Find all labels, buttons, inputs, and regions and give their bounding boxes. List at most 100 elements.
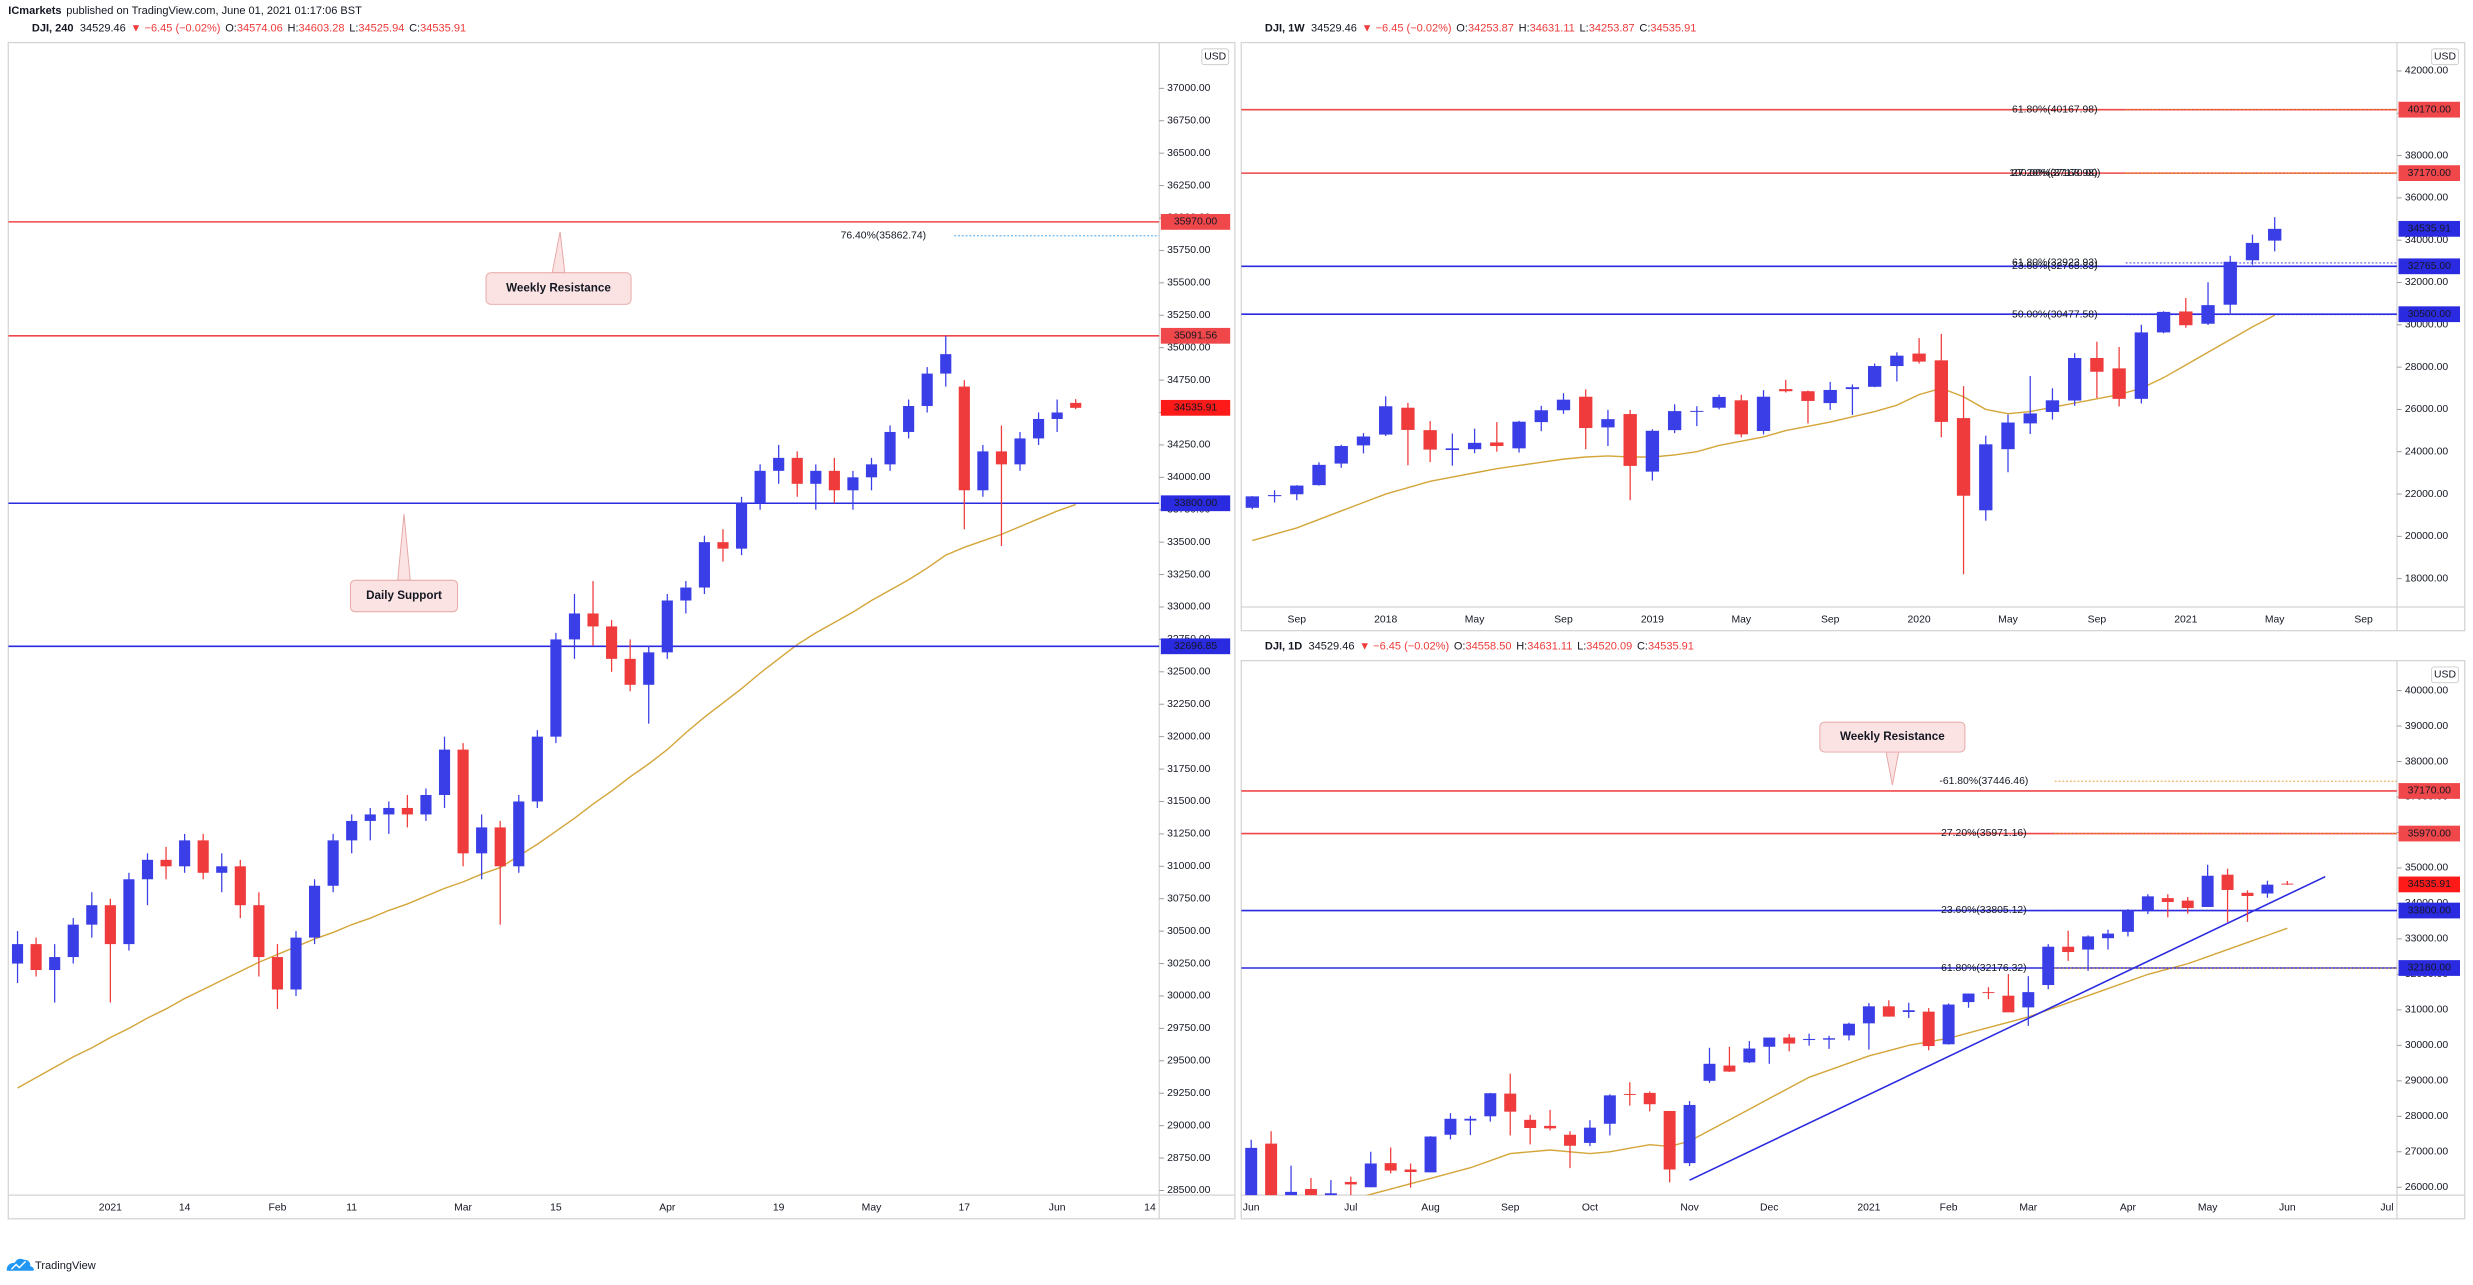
level-label-box: [2398, 165, 2461, 182]
candle-body: [1544, 1125, 1557, 1129]
candle-body: [921, 373, 933, 407]
y-tick-label: 29750.00: [1167, 1023, 1211, 1034]
candle-body: [587, 613, 599, 627]
candle-body: [735, 503, 748, 549]
level-label-box: [1160, 638, 1231, 655]
candle-body: [1424, 1136, 1437, 1173]
y-tick-label: 39000.00: [2405, 721, 2449, 732]
callout-text: Daily Support: [366, 589, 442, 602]
candle-body: [1823, 1038, 1836, 1040]
fib-label: -61.80%(37446.46): [1939, 776, 2028, 787]
candle-body: [1712, 396, 1726, 408]
level-label-text: 30500.00: [2408, 309, 2452, 320]
candle-body: [1663, 1110, 1676, 1170]
candle-body: [104, 905, 116, 945]
y-tick-label: 26000.00: [2405, 404, 2449, 415]
candle-body: [1862, 1006, 1875, 1024]
candle-body: [2001, 422, 2015, 450]
candle-body: [1783, 1037, 1796, 1044]
y-tick-label: 31000.00: [2405, 1005, 2449, 1016]
candle-body: [494, 827, 506, 867]
x-tick-label: 2021: [99, 1202, 122, 1213]
chart-header: DJI, 1D 34529.46 ▼ −6.45 (−0.02%) O:34558.5…: [1265, 640, 1694, 652]
candle-body: [643, 652, 655, 685]
y-tick-label: 30500.00: [1167, 926, 1211, 937]
candle-body: [2112, 368, 2126, 399]
x-tick-label: May: [1731, 614, 1751, 625]
candle-body: [2221, 874, 2234, 890]
y-tick-label: 24000.00: [2405, 446, 2449, 457]
candle-body: [1801, 391, 1815, 401]
callout-text: Weekly Resistance: [506, 282, 611, 295]
quote-value: 34558.50: [1466, 640, 1512, 652]
candle-body: [754, 470, 766, 504]
candle-body: [1845, 387, 1860, 390]
y-tick-label: 35000.00: [2405, 863, 2449, 874]
y-tick-label: 29000.00: [1167, 1120, 1211, 1131]
logo-line: [10, 1260, 27, 1270]
quote-value: 34535.91: [420, 22, 466, 34]
candle-body: [86, 905, 98, 925]
y-tick-label: 30750.00: [1167, 893, 1211, 904]
panel-frame: [1240, 41, 2466, 632]
candle-body: [1601, 419, 1615, 428]
candle-body: [1312, 464, 1326, 486]
x-tick-label: Apr: [2120, 1202, 2137, 1213]
candle-body: [1623, 1093, 1636, 1095]
candle-body: [1882, 1006, 1895, 1017]
y-tick-label: 36750.00: [1167, 116, 1211, 127]
quote-label: H:: [288, 22, 299, 34]
candle-body: [67, 924, 79, 958]
candle-body: [1334, 446, 1348, 464]
candle-body: [1979, 444, 1993, 511]
y-tick-label: 31500.00: [1167, 796, 1211, 807]
last-price-box: [2398, 220, 2461, 237]
symbol: DJI, 1D: [1265, 640, 1302, 652]
y-tick-label: 32000.00: [2405, 277, 2449, 288]
candle-body: [1723, 1065, 1736, 1072]
x-tick-label: Sep: [1288, 614, 1307, 625]
x-tick-label: Sep: [1554, 614, 1573, 625]
y-tick-label: 36250.00: [1167, 180, 1211, 191]
x-tick-label: 2021: [2174, 614, 2197, 625]
candle-body: [1344, 1181, 1357, 1185]
quote-label: O:: [225, 22, 237, 34]
candle-body: [810, 470, 822, 484]
level-label-text: 35970.00: [2408, 828, 2452, 839]
y-tick-label: 20000.00: [2405, 531, 2449, 542]
y-tick-label: 38000.00: [2405, 150, 2449, 161]
candle-body: [197, 840, 209, 873]
fib-label: 100.00%(37170.00): [2009, 168, 2100, 179]
level-label-text: 37170.00: [2408, 786, 2452, 797]
quote-label: O:: [1456, 22, 1468, 34]
change: ▼ −6.45 (−0.02%): [1362, 22, 1452, 34]
candle-body: [2045, 400, 2060, 412]
candle-body: [2090, 358, 2104, 372]
quote-value: 34525.94: [358, 22, 404, 34]
quote-label: H:: [1516, 640, 1527, 652]
currency-box: [2431, 666, 2459, 684]
candle-body: [234, 866, 246, 906]
candle-body: [1524, 1119, 1537, 1129]
y-tick-label: 22000.00: [2405, 489, 2449, 500]
x-tick-label: Oct: [1582, 1202, 1598, 1213]
y-tick-label: 28500.00: [1167, 1185, 1211, 1196]
candle-body: [364, 814, 376, 821]
candle-body: [531, 736, 543, 802]
candle-body: [476, 827, 488, 854]
candle-body: [1564, 1134, 1576, 1146]
y-tick-label: 34000.00: [2405, 235, 2449, 246]
candle-body: [1734, 400, 1748, 435]
candle-body: [309, 885, 321, 938]
candle-body: [1379, 406, 1393, 435]
last-price-text: 34535.91: [2408, 879, 2452, 890]
quote-label: C:: [1637, 640, 1648, 652]
x-tick-label: 14: [1144, 1202, 1156, 1213]
candle-body: [2141, 896, 2154, 911]
candle-body: [1534, 410, 1548, 423]
y-tick-label: 35000.00: [1167, 342, 1211, 353]
candle-body: [438, 749, 451, 795]
candle-body: [680, 587, 692, 601]
candle-body: [2201, 305, 2215, 324]
